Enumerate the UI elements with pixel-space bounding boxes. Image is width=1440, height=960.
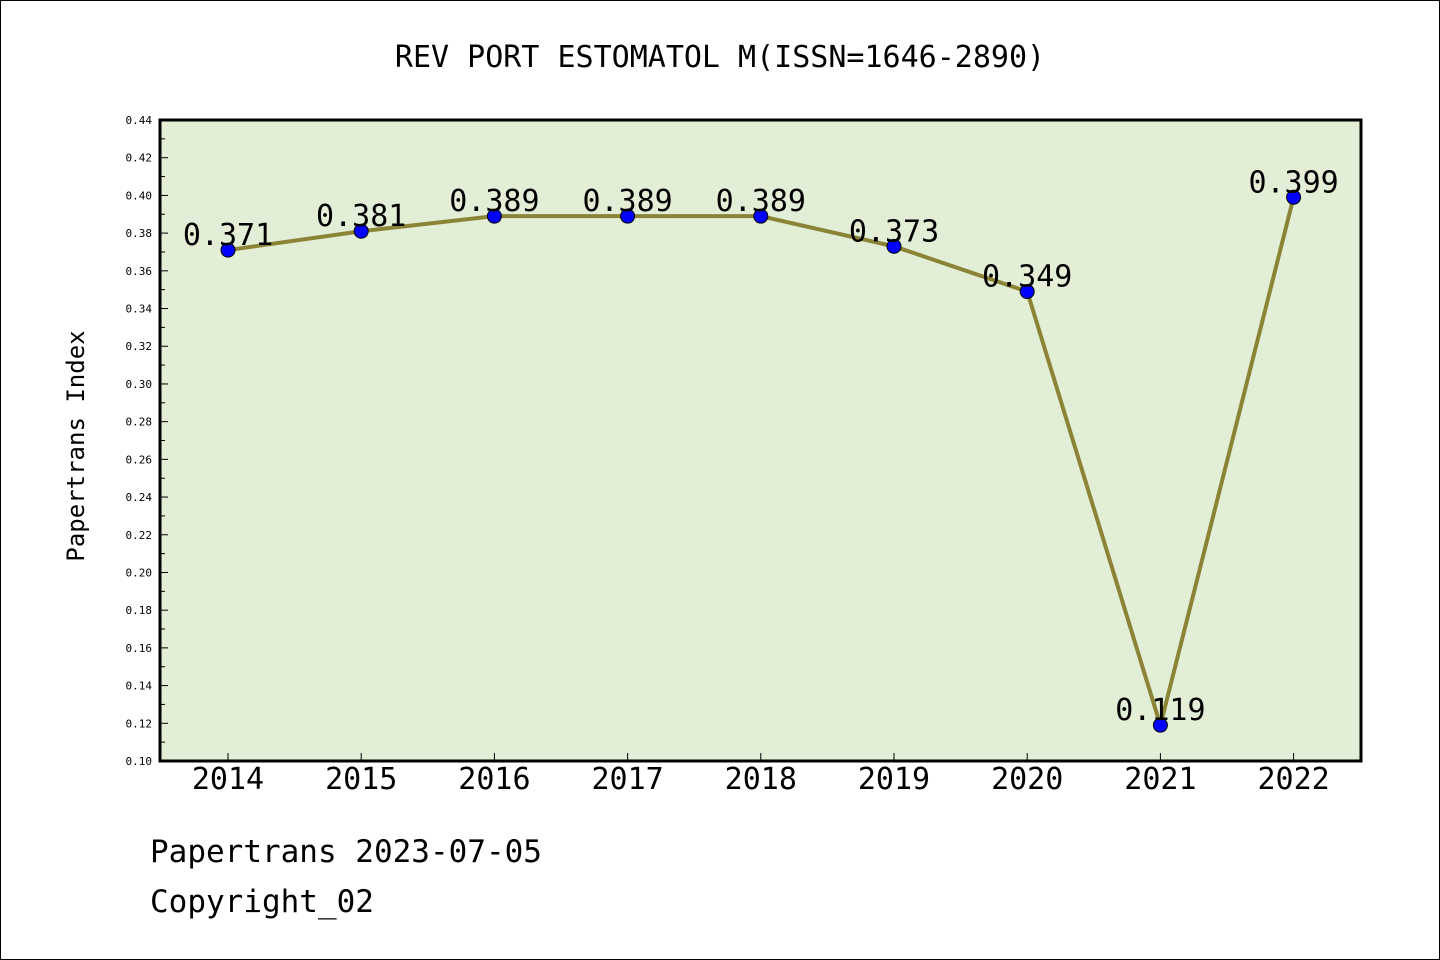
y-tick-label: 0.22 [126, 529, 153, 542]
x-tick-label: 2022 [1257, 762, 1329, 797]
data-markers [220, 189, 1302, 733]
data-label-2021: 0.119 [1115, 693, 1205, 728]
data-label-2017: 0.389 [582, 184, 672, 219]
y-tick-label: 0.44 [126, 114, 153, 127]
y-tick-label: 0.38 [126, 227, 153, 240]
footer-copyright: Copyright_02 [150, 884, 374, 920]
data-point-2016 [486, 208, 502, 224]
data-label-2018: 0.389 [716, 184, 806, 219]
y-tick-label: 0.40 [126, 189, 153, 202]
data-point-2020 [1019, 284, 1035, 300]
data-point-2014 [220, 242, 236, 258]
x-tick-label: 2020 [991, 762, 1063, 797]
y-tick-label: 0.36 [126, 265, 153, 278]
y-tick-label: 0.34 [126, 303, 153, 316]
x-tick-label: 2021 [1124, 762, 1196, 797]
footer-date-line: Papertrans 2023-07-05 [150, 834, 542, 870]
y-tick-label: 0.42 [126, 152, 153, 165]
x-tick-label: 2017 [591, 762, 663, 797]
y-tick-label: 0.16 [126, 642, 153, 655]
y-tick-label: 0.14 [126, 680, 153, 693]
x-tick-label: 2018 [725, 762, 797, 797]
data-point-2017 [620, 208, 636, 224]
data-point-2022 [1286, 189, 1302, 205]
data-point-2021 [1152, 717, 1168, 733]
x-tick-label: 2019 [858, 762, 930, 797]
y-axis-label: Papertrans Index [62, 330, 90, 561]
x-tick-label: 2016 [458, 762, 530, 797]
y-tick-label: 0.10 [126, 755, 153, 768]
chart-title: REV PORT ESTOMATOL M(ISSN=1646-2890) [395, 40, 1045, 75]
data-label-2014: 0.371 [183, 218, 273, 253]
y-tick-label: 0.32 [126, 340, 153, 353]
y-tick-label: 0.12 [126, 717, 153, 730]
data-label-2019: 0.373 [849, 214, 939, 249]
data-labels: 0.371 0.381 0.389 0.389 0.389 0.373 0.349 0.119… [183, 165, 1339, 728]
y-tick-label: 0.18 [126, 604, 153, 617]
data-label-2016: 0.389 [449, 184, 539, 219]
plot-border [158, 118, 1363, 763]
y-tick-label: 0.24 [126, 491, 153, 504]
y-tick-label: 0.30 [126, 378, 153, 391]
data-point-2018 [753, 208, 769, 224]
x-axis-ticks: 2014 2015 2016 2017 2018 2019 2020 2021 2022 [192, 753, 1330, 797]
data-label-2020: 0.349 [982, 260, 1072, 295]
data-point-2019 [886, 238, 902, 254]
data-point-2015 [353, 223, 369, 239]
data-label-2022: 0.399 [1248, 165, 1338, 200]
y-tick-label: 0.28 [126, 416, 153, 429]
y-tick-label: 0.20 [126, 566, 153, 579]
x-tick-label: 2014 [192, 762, 264, 797]
x-tick-label: 2015 [325, 762, 397, 797]
y-tick-label: 0.26 [126, 453, 153, 466]
data-label-2015: 0.381 [316, 199, 406, 234]
